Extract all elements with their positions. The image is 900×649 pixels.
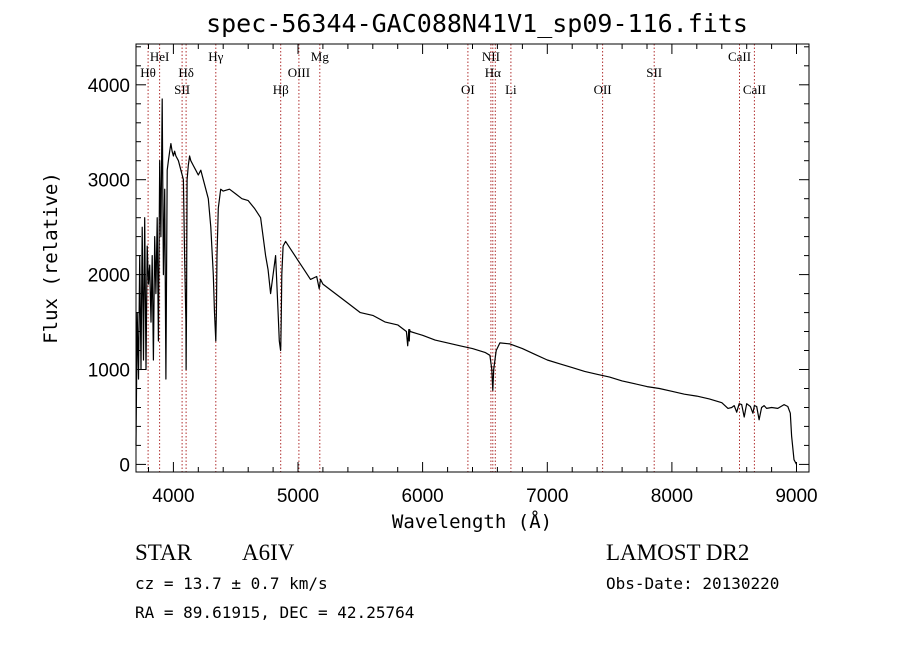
marker-label-0: Hθ — [140, 65, 156, 80]
x-tick-label-3: 7000 — [526, 486, 568, 507]
marker-label-9: NII — [482, 49, 500, 64]
chart-title: spec-56344-GAC088N41V1_sp09-116.fits — [206, 9, 748, 38]
spectrum-info: STAR A6IV LAMOST DR2 cz = 13.7 ± 0.7 km/… — [135, 540, 779, 622]
marker-label-15: CaII — [728, 49, 751, 64]
marker-label-12: Li — [505, 82, 517, 97]
y-tick-label-1: 1000 — [88, 361, 130, 382]
marker-label-4: Hγ — [208, 49, 223, 64]
x-axis: 4000 5000 6000 7000 8000 9000 — [148, 44, 818, 507]
x-tick-label-4: 8000 — [651, 486, 693, 507]
marker-label-3: Hδ — [178, 65, 194, 80]
x-tick-label-5: 9000 — [775, 486, 817, 507]
marker-label-16: CaII — [743, 82, 766, 97]
marker-label-1: HeI — [150, 49, 170, 64]
marker-label-2: SII — [174, 82, 190, 97]
plot-frame — [135, 43, 810, 473]
x-axis-label: Wavelength (Å) — [392, 510, 552, 533]
marker-label-14: SII — [646, 65, 662, 80]
redshift-value: cz = 13.7 ± 0.7 km/s — [135, 574, 328, 593]
object-type: STAR — [135, 540, 193, 565]
marker-label-6: OIII — [288, 65, 310, 80]
spectral-subclass: A6IV — [242, 540, 295, 565]
x-tick-label-2: 6000 — [401, 486, 443, 507]
marker-label-10: Hα — [485, 65, 501, 80]
y-tick-label-2: 2000 — [88, 266, 130, 287]
observation-date: Obs-Date: 20130220 — [606, 574, 779, 593]
spectrum-line — [135, 98, 798, 465]
marker-label-5: Hβ — [273, 82, 289, 97]
x-tick-label-0: 4000 — [152, 486, 194, 507]
marker-label-7: Mg — [311, 49, 330, 64]
survey-name: LAMOST DR2 — [606, 540, 749, 565]
y-axis: 0 1000 2000 3000 4000 — [88, 46, 809, 476]
marker-label-8: OI — [461, 82, 475, 97]
y-tick-label-4: 4000 — [88, 76, 130, 97]
y-tick-label-3: 3000 — [88, 171, 130, 192]
marker-label-13: OII — [594, 82, 612, 97]
marker-lines — [147, 44, 755, 472]
coordinates: RA = 89.61915, DEC = 42.25764 — [135, 603, 414, 622]
y-axis-label: Flux (relative) — [40, 172, 62, 344]
x-tick-label-1: 5000 — [277, 486, 319, 507]
y-tick-label-0: 0 — [119, 455, 130, 476]
